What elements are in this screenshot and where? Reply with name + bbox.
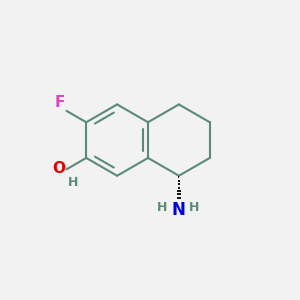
Text: H: H: [157, 201, 167, 214]
Text: H: H: [189, 201, 199, 214]
Text: H: H: [68, 176, 78, 189]
Text: N: N: [172, 200, 186, 218]
Text: F: F: [54, 95, 64, 110]
Text: O: O: [52, 161, 65, 176]
